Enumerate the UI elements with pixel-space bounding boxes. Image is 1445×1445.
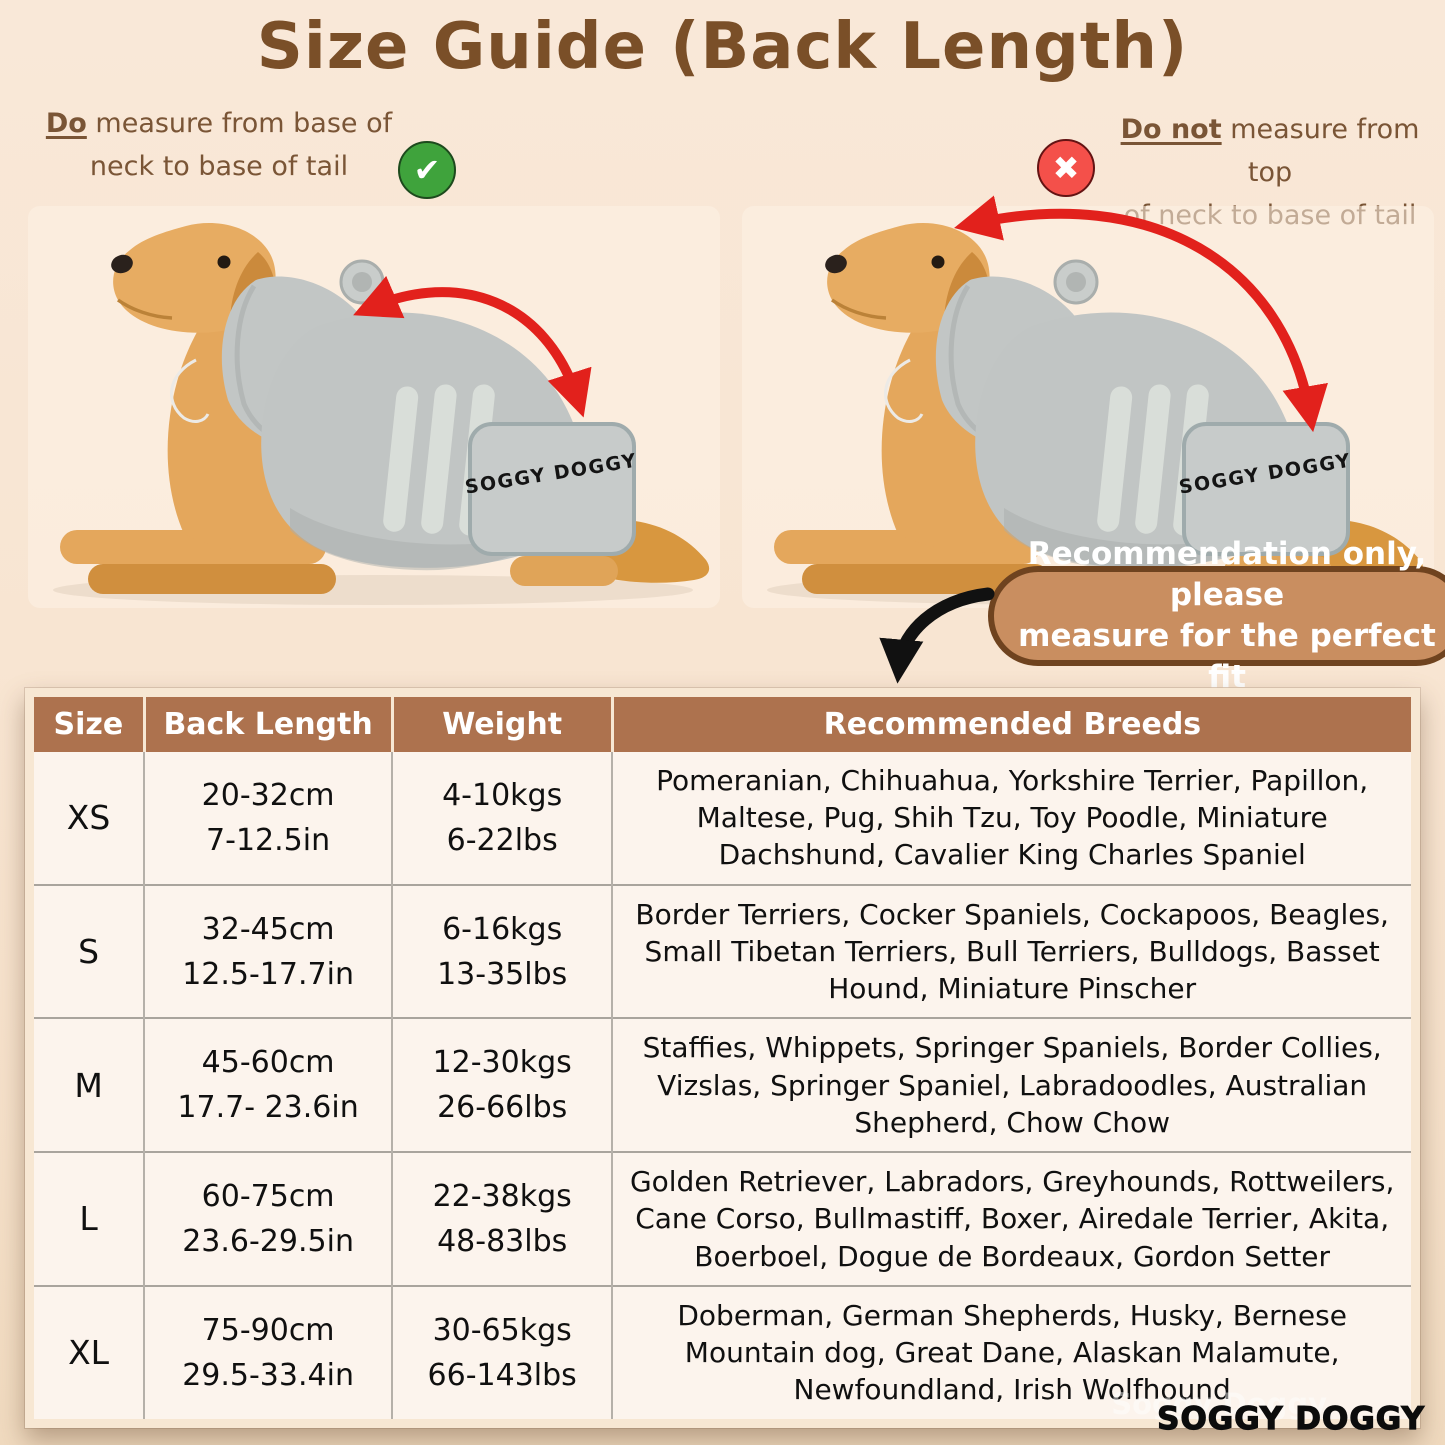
- weight-value: 12-30kgs 26-66lbs: [391, 1017, 613, 1153]
- callout-line1: Recommendation only, please: [1027, 536, 1427, 614]
- table-row: XL 75-90cm 29.5-33.4in 30-65kgs 66-143lb…: [34, 1284, 1411, 1419]
- dog-eye: [217, 255, 231, 269]
- page-title: Size Guide (Back Length): [256, 10, 1189, 84]
- instruction-do-line1: measure from base of: [86, 108, 393, 139]
- check-icon: ✔: [398, 141, 456, 199]
- back-length-value: 32-45cm 12.5-17.7in: [143, 883, 393, 1019]
- hood-drawstring: [884, 358, 924, 423]
- callout-line2: measure for the perfect fit: [1018, 618, 1436, 695]
- back-length-value: 45-60cm 17.7- 23.6in: [143, 1017, 393, 1153]
- brand-watermark: Soggy Doggy: [1111, 1387, 1327, 1421]
- dog-photo-correct-measure: SOGGY DOGGY: [28, 206, 720, 608]
- header-size: Size: [34, 697, 145, 752]
- instruction-do-line2: neck to base of tail: [89, 151, 349, 183]
- header-weight: Weight: [390, 697, 613, 752]
- brand-logo: SOGGY DOGGY: [1157, 1400, 1425, 1437]
- robe-hip-flap: [468, 422, 636, 556]
- size-value: L: [34, 1151, 145, 1286]
- table-row: L 60-75cm 23.6-29.5in 22-38kgs 48-83lbs …: [34, 1151, 1411, 1286]
- instruction-do-keyword: Do: [45, 108, 87, 139]
- dog-hind-paw: [510, 556, 618, 586]
- back-length-value: 20-32cm 7-12.5in: [143, 752, 393, 885]
- size-value: XL: [34, 1284, 145, 1419]
- size-value: S: [34, 883, 145, 1019]
- measure-arrow-incorrect: [954, 195, 1328, 433]
- breeds-value: Border Terriers, Cocker Spaniels, Cockap…: [611, 883, 1411, 1019]
- dog-photo-incorrect-measure: SOGGY DOGGY: [742, 195, 1434, 608]
- table-row: M 45-60cm 17.7- 23.6in 12-30kgs 26-66lbs…: [34, 1017, 1411, 1153]
- size-value: M: [34, 1017, 145, 1153]
- dog-front-leg-2: [802, 564, 1050, 594]
- back-length-value: 60-75cm 23.6-29.5in: [143, 1151, 393, 1286]
- breeds-value: Golden Retriever, Labradors, Greyhounds,…: [611, 1151, 1411, 1286]
- hood-drawstring: [170, 358, 210, 423]
- weight-value: 22-38kgs 48-83lbs: [391, 1151, 613, 1286]
- header-breeds: Recommended Breeds: [610, 697, 1411, 752]
- breeds-value: Doberman, German Shepherds, Husky, Berne…: [611, 1284, 1411, 1419]
- instruction-do-not-line1: measure from top: [1221, 114, 1420, 189]
- dog-eye: [931, 255, 945, 269]
- breeds-value: Staffies, Whippets, Springer Spaniels, B…: [611, 1017, 1411, 1153]
- header-back-length: Back Length: [142, 697, 393, 752]
- size-value: XS: [34, 752, 145, 885]
- dog-front-leg-2: [88, 564, 336, 594]
- recommendation-callout: Recommendation only, please measure for …: [988, 536, 1445, 695]
- back-length-value: 75-90cm 29.5-33.4in: [143, 1284, 393, 1419]
- table-row: XS 20-32cm 7-12.5in 4-10kgs 6-22lbs Pome…: [34, 752, 1411, 885]
- dog-nose: [825, 254, 847, 274]
- measure-arrow-correct: [353, 275, 592, 418]
- weight-value: 6-16kgs 13-35lbs: [391, 883, 613, 1019]
- instruction-do: Do measure from base of neck to base of …: [14, 102, 424, 188]
- size-table: Size Back Length Weight Recommended Bree…: [25, 688, 1420, 1428]
- instruction-do-not-keyword: Do not: [1120, 114, 1222, 145]
- weight-value: 4-10kgs 6-22lbs: [391, 752, 613, 885]
- table-header-row: Size Back Length Weight Recommended Bree…: [34, 697, 1411, 752]
- table-row: S 32-45cm 12.5-17.7in 6-16kgs 13-35lbs B…: [34, 883, 1411, 1019]
- dog-nose: [111, 254, 133, 274]
- callout-arrow: [879, 587, 995, 684]
- breeds-value: Pomeranian, Chihuahua, Yorkshire Terrier…: [611, 752, 1411, 885]
- weight-value: 30-65kgs 66-143lbs: [391, 1284, 613, 1419]
